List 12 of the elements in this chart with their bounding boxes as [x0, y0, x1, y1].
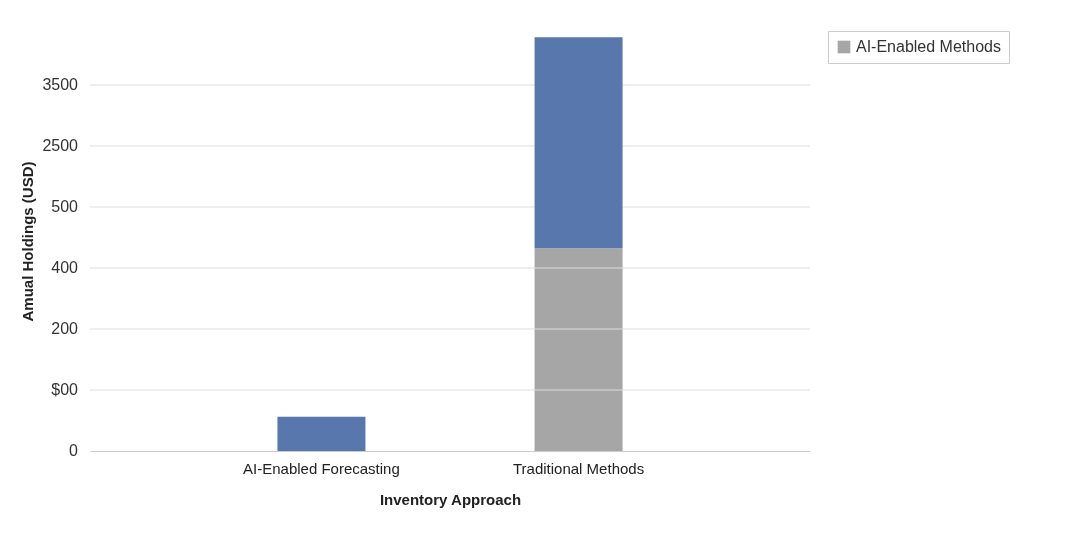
x-tick-label: AI-Enabled Forecasting — [243, 459, 400, 477]
text: 2500 — [42, 137, 79, 154]
text: 500 — [51, 198, 79, 215]
x-tick-label: Traditional Methods — [512, 459, 645, 477]
text: 3500 — [42, 76, 79, 93]
text: $00 — [51, 381, 79, 398]
text: 0 — [69, 442, 79, 459]
legend-label: AI-Enabled Methods — [856, 38, 1001, 55]
text: 200 — [51, 320, 79, 337]
x-axis-title: Inventory Approach — [379, 490, 522, 508]
text: 400 — [51, 259, 79, 276]
y-axis-title: Amual Holdings (USD) — [18, 161, 36, 322]
